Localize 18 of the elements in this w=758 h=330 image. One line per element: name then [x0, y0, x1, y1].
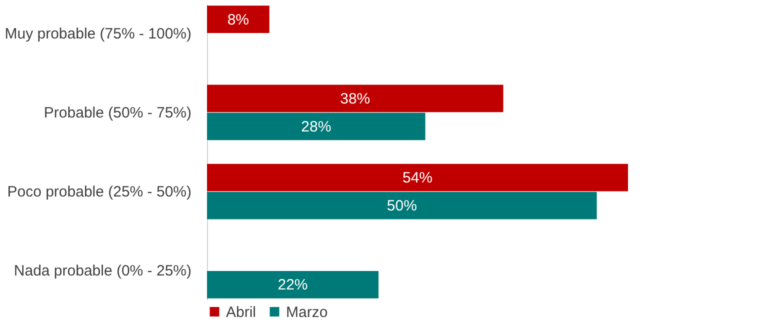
bar — [207, 112, 426, 140]
data-label: 8% — [227, 11, 250, 28]
y-tick-label: Nada probable (0% - 25%) — [14, 262, 192, 280]
data-label: 28% — [301, 118, 332, 136]
bar — [207, 192, 597, 220]
y-tick-label: Poco probable (25% - 50%) — [7, 184, 192, 201]
data-label: 54% — [402, 170, 433, 187]
data-label: 22% — [278, 276, 308, 294]
legend-label: Abril — [226, 304, 256, 321]
bar — [207, 270, 379, 298]
y-tick-label: Probable (50% - 75%) — [44, 104, 192, 122]
bar — [207, 84, 504, 112]
bar — [207, 6, 270, 34]
legend-label: Marzo — [286, 304, 328, 321]
bar — [207, 164, 628, 192]
data-label: 50% — [386, 198, 417, 215]
data-label: 38% — [340, 90, 370, 108]
y-tick-label: Muy probable (75% - 100%) — [4, 25, 192, 42]
